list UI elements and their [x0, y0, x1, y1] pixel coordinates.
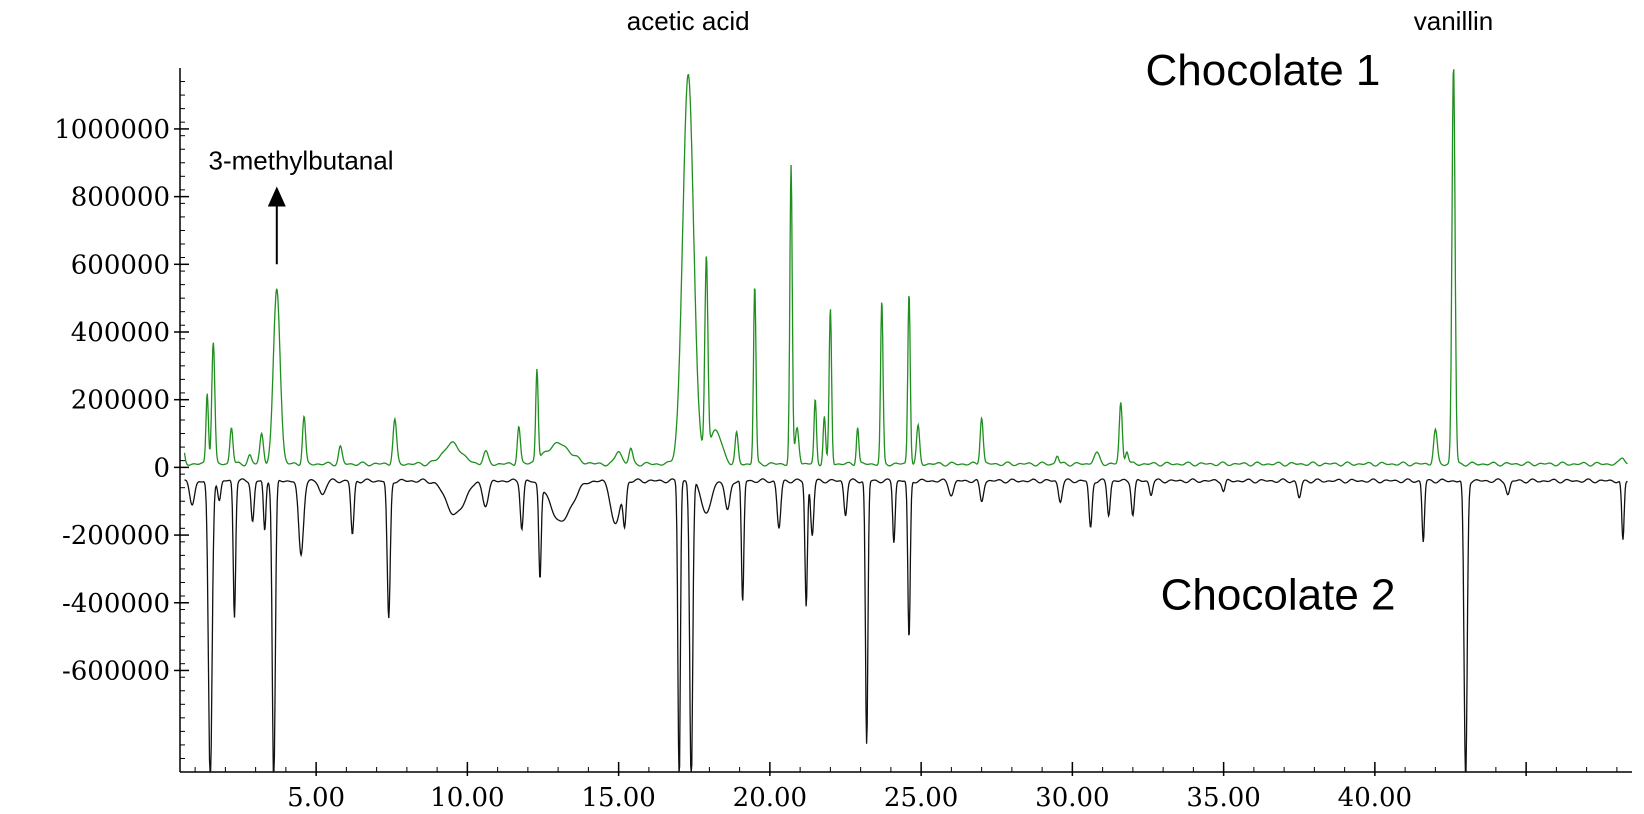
y-tick-label: 400000 — [71, 318, 170, 348]
peak-annotation: acetic acid — [627, 6, 750, 36]
x-tick-label: 10.00 — [430, 783, 504, 813]
y-tick-label: 600000 — [71, 250, 170, 280]
x-tick-label: 35.00 — [1186, 783, 1260, 813]
series-label: Chocolate 1 — [1146, 46, 1381, 95]
annotation-layer: acetic acid vanillin 3-methylbutanal Chocol… — [209, 6, 1494, 620]
annotation-arrow-head — [267, 186, 286, 207]
x-tick-label: 25.00 — [884, 783, 958, 813]
peak-annotation: 3-methylbutanal — [209, 146, 394, 176]
series-label: Chocolate 2 — [1161, 571, 1396, 620]
x-tick-label: 40.00 — [1338, 783, 1412, 813]
y-tick-label: 200000 — [71, 386, 170, 416]
y-tick-label: 1000000 — [54, 115, 170, 145]
series-chocolate-2-line — [184, 478, 1628, 773]
y-tick-label: 0 — [153, 453, 170, 483]
y-tick-label: 800000 — [71, 183, 170, 213]
y-tick-label: -600000 — [62, 656, 170, 686]
y-axis: 1000000 800000 600000 400000 200000 0 -200000 -… — [54, 68, 189, 773]
series-layer — [183, 69, 1628, 773]
peak-annotation: vanillin — [1414, 6, 1494, 36]
x-tick-label: 20.00 — [733, 783, 807, 813]
x-tick-label: 5.00 — [287, 783, 345, 813]
x-axis: 5.00 10.00 15.00 20.00 25.00 30.00 35.00 40.00 — [180, 762, 1632, 813]
x-tick-label: 30.00 — [1035, 783, 1109, 813]
y-tick-label: -400000 — [62, 589, 170, 619]
x-tick-label: 15.00 — [581, 783, 655, 813]
series-chocolate-1-line — [183, 69, 1628, 467]
y-tick-label: -200000 — [62, 521, 170, 551]
